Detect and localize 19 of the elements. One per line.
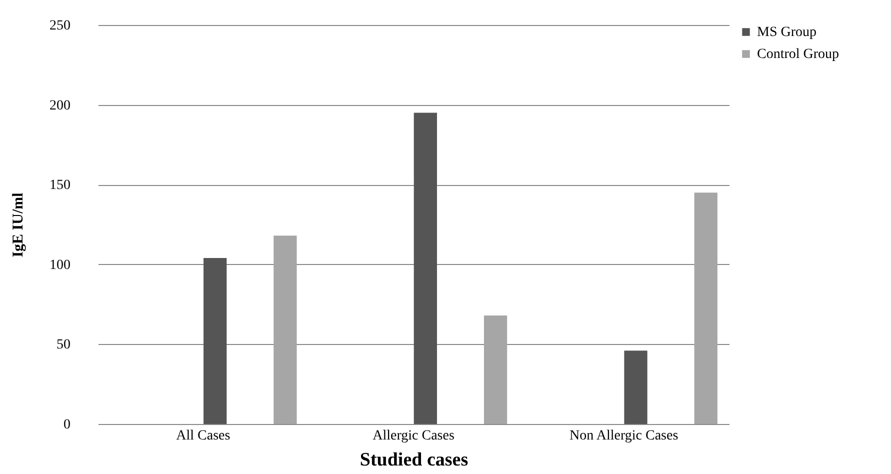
bar <box>274 236 297 424</box>
bar <box>624 350 648 424</box>
y-tick-label: 0 <box>64 418 70 432</box>
y-tick-label: 200 <box>50 98 70 114</box>
bar <box>414 112 437 424</box>
x-tick-label: All Cases <box>176 428 230 444</box>
bar <box>204 258 227 424</box>
y-tick-label: 150 <box>50 178 70 194</box>
x-tick-label: Allergic Cases <box>372 428 454 444</box>
legend-label: MS Group <box>757 25 817 40</box>
legend-label: Control Group <box>757 47 840 62</box>
bar <box>484 315 508 424</box>
x-tick-label: Non Allergic Cases <box>570 428 678 444</box>
y-tick-label: 50 <box>56 338 70 353</box>
x-axis-title: Studied cases <box>360 450 468 470</box>
y-tick-label: 250 <box>50 18 70 34</box>
y-axis-title: IgE IU/ml <box>10 192 26 258</box>
bar <box>694 192 718 424</box>
y-tick-label: 100 <box>50 258 70 273</box>
